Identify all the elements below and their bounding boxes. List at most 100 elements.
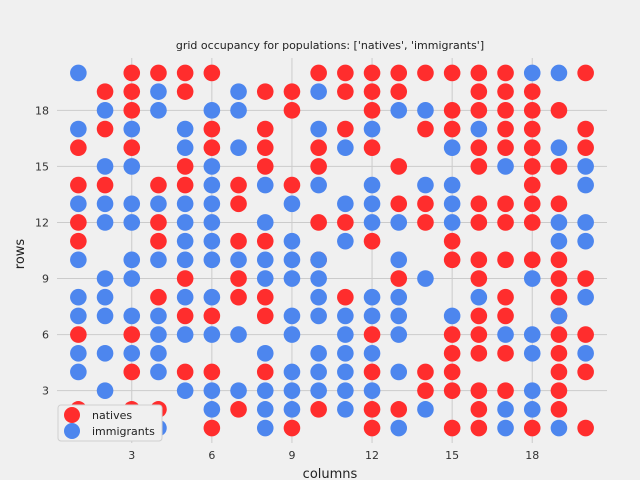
immigrants-point bbox=[283, 363, 301, 381]
natives-point bbox=[417, 120, 434, 138]
natives-point bbox=[497, 120, 514, 138]
natives-point bbox=[550, 382, 568, 399]
immigrants-point bbox=[310, 307, 327, 325]
immigrants-point bbox=[417, 401, 434, 418]
natives-point bbox=[283, 176, 301, 194]
natives-point bbox=[150, 214, 167, 231]
immigrants-point bbox=[523, 344, 541, 362]
immigrants-point bbox=[443, 307, 461, 325]
immigrants-point bbox=[230, 326, 247, 343]
natives-point bbox=[497, 83, 514, 100]
natives-point bbox=[337, 83, 354, 100]
natives-point bbox=[203, 307, 221, 325]
immigrants-point bbox=[470, 288, 488, 306]
immigrants-point bbox=[176, 326, 194, 343]
natives-point bbox=[550, 344, 568, 362]
natives-point bbox=[363, 419, 381, 437]
natives-point bbox=[203, 419, 221, 437]
immigrants-point bbox=[390, 326, 408, 343]
immigrants-point bbox=[203, 251, 221, 269]
immigrants-point bbox=[523, 326, 541, 343]
immigrants-point bbox=[203, 326, 221, 343]
natives-point bbox=[256, 288, 274, 306]
immigrants-point bbox=[150, 344, 167, 362]
natives-point bbox=[176, 83, 194, 100]
immigrants-point bbox=[310, 382, 327, 399]
natives-point bbox=[577, 139, 594, 157]
immigrants-point bbox=[96, 288, 114, 306]
immigrants-point bbox=[256, 251, 274, 269]
immigrants-point bbox=[150, 307, 167, 325]
natives-point bbox=[363, 232, 381, 250]
immigrants-point bbox=[283, 307, 301, 325]
natives-point bbox=[470, 270, 488, 287]
natives-point bbox=[123, 326, 141, 343]
immigrants-point bbox=[577, 288, 594, 306]
immigrants-point bbox=[363, 307, 381, 325]
immigrants-point bbox=[70, 64, 87, 82]
legend-marker-immigrants bbox=[64, 423, 80, 439]
immigrants-point bbox=[337, 363, 354, 381]
immigrants-point bbox=[203, 382, 221, 399]
y-tick-label: 9 bbox=[42, 273, 49, 286]
immigrants-point bbox=[256, 344, 274, 362]
natives-point bbox=[443, 64, 461, 82]
natives-point bbox=[283, 102, 301, 119]
natives-point bbox=[390, 270, 408, 287]
natives-point bbox=[523, 139, 541, 157]
natives-point bbox=[443, 344, 461, 362]
immigrants-point bbox=[176, 195, 194, 213]
immigrants-point bbox=[283, 232, 301, 250]
natives-point bbox=[417, 363, 434, 381]
natives-point bbox=[176, 270, 194, 287]
immigrants-point bbox=[443, 195, 461, 213]
natives-point bbox=[337, 288, 354, 306]
legend-marker-natives bbox=[64, 407, 80, 423]
immigrants-point bbox=[96, 307, 114, 325]
immigrants-point bbox=[390, 363, 408, 381]
natives-point bbox=[176, 64, 194, 82]
immigrants-point bbox=[443, 139, 461, 157]
natives-point bbox=[337, 214, 354, 231]
natives-point bbox=[363, 363, 381, 381]
immigrants-point bbox=[337, 232, 354, 250]
natives-point bbox=[363, 326, 381, 343]
immigrants-point bbox=[96, 382, 114, 399]
immigrants-point bbox=[390, 251, 408, 269]
y-tick-labels: 3 6 9 12 15 18 bbox=[35, 104, 49, 397]
natives-point bbox=[470, 64, 488, 82]
natives-point bbox=[470, 382, 488, 399]
natives-point bbox=[176, 158, 194, 175]
natives-point bbox=[123, 363, 141, 381]
natives-point bbox=[70, 232, 87, 250]
natives-point bbox=[497, 214, 514, 231]
natives-point bbox=[523, 83, 541, 100]
natives-point bbox=[363, 64, 381, 82]
x-tick-label: 12 bbox=[365, 449, 379, 462]
immigrants-point bbox=[310, 83, 327, 100]
natives-point bbox=[150, 232, 167, 250]
immigrants-point bbox=[96, 344, 114, 362]
immigrants-point bbox=[96, 102, 114, 119]
immigrants-point bbox=[150, 195, 167, 213]
natives-point bbox=[497, 344, 514, 362]
immigrants-point bbox=[70, 120, 87, 138]
x-tick-label: 9 bbox=[288, 449, 295, 462]
y-tick-label: 18 bbox=[35, 104, 49, 117]
natives-point bbox=[123, 139, 141, 157]
natives-point bbox=[256, 158, 274, 175]
natives-point bbox=[497, 307, 514, 325]
immigrants-point bbox=[203, 401, 221, 418]
natives-point bbox=[577, 270, 594, 287]
natives-point bbox=[470, 83, 488, 100]
natives-point bbox=[497, 64, 514, 82]
natives-point bbox=[577, 326, 594, 343]
natives-point bbox=[577, 363, 594, 381]
y-axis-label: rows bbox=[13, 239, 28, 270]
immigrants-point bbox=[203, 176, 221, 194]
legend-label-natives: natives bbox=[92, 409, 132, 422]
natives-point bbox=[363, 139, 381, 157]
natives-point bbox=[230, 232, 247, 250]
immigrants-point bbox=[176, 120, 194, 138]
immigrants-point bbox=[176, 288, 194, 306]
